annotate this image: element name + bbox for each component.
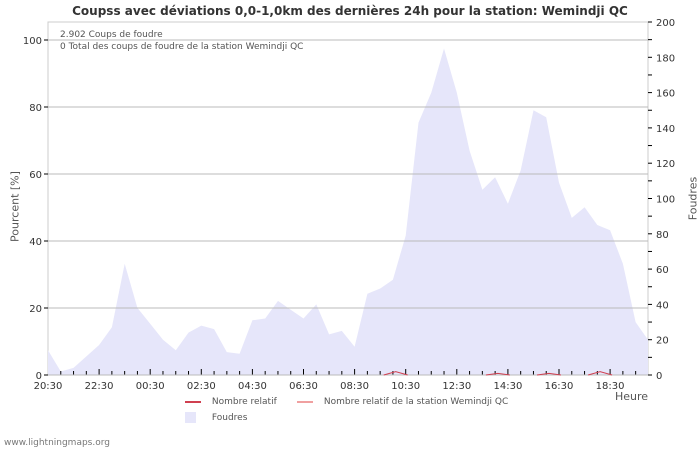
svg-text:12:30: 12:30 [442,381,471,392]
svg-text:20: 20 [29,304,42,315]
svg-text:10:30: 10:30 [391,381,420,392]
svg-text:06:30: 06:30 [289,381,318,392]
strikes-area [48,48,648,375]
chart-title: Coupss avec déviations 0,0-1,0km des der… [72,4,628,18]
svg-text:40: 40 [656,300,669,311]
svg-text:120: 120 [656,159,675,170]
svg-text:100: 100 [23,36,42,47]
svg-text:16:30: 16:30 [545,381,574,392]
svg-text:40: 40 [29,237,42,248]
legend-label-station-relative: Nombre relatif de la station Wemindji QC [323,397,509,407]
svg-text:08:30: 08:30 [340,381,369,392]
svg-text:180: 180 [656,53,675,64]
svg-text:60: 60 [656,265,669,276]
footer-link[interactable]: www.lightningmaps.org [4,438,110,448]
svg-text:60: 60 [29,170,42,181]
svg-text:80: 80 [656,230,669,241]
svg-text:20:30: 20:30 [34,381,63,392]
svg-text:22:30: 22:30 [85,381,114,392]
legend-item-station-relative: Nombre relatif de la station Wemindji QC [297,397,508,407]
svg-text:04:30: 04:30 [238,381,267,392]
svg-text:0: 0 [36,371,42,382]
x-axis-title: Heure [615,390,649,403]
legend-swatch-relative [185,400,201,403]
svg-text:100: 100 [656,195,675,206]
right-axis-title: Foudres [686,176,700,221]
svg-text:18:30: 18:30 [596,381,625,392]
legend-item-strikes: Foudres [185,412,247,423]
svg-text:14:30: 14:30 [493,381,522,392]
svg-text:0: 0 [656,371,662,382]
legend-swatch-station-relative [297,400,313,403]
svg-text:80: 80 [29,103,42,114]
svg-text:160: 160 [656,89,675,100]
left-axis-title: Pourcent [%] [8,171,22,242]
svg-text:02:30: 02:30 [187,381,216,392]
legend-swatch-strikes [185,412,196,423]
svg-text:140: 140 [656,124,675,135]
svg-text:200: 200 [656,18,675,29]
legend-label-relative: Nombre relatif [211,397,277,407]
strike-count-annotation: 2.902 Coups de foudre [60,30,163,40]
legend-label-strikes: Foudres [211,413,248,423]
svg-text:20: 20 [656,336,669,347]
svg-text:00:30: 00:30 [136,381,165,392]
legend-item-relative: Nombre relatif [185,397,277,407]
station-total-annotation: 0 Total des coups de foudre de la statio… [60,42,304,52]
